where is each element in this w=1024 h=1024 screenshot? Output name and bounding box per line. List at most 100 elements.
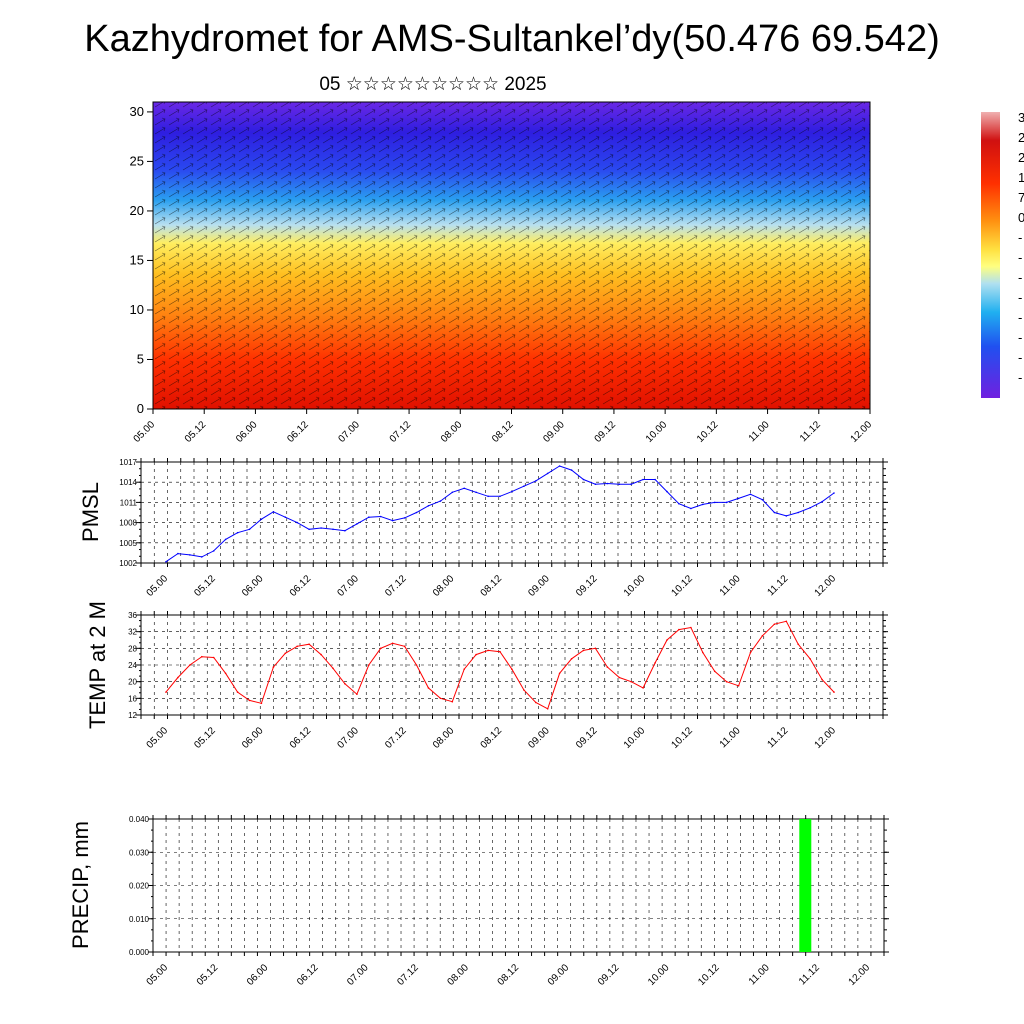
data-point	[773, 511, 776, 514]
x-tick-label: 08.00	[446, 962, 472, 988]
data-point	[189, 664, 191, 666]
data-point	[713, 501, 716, 504]
data-point	[368, 516, 370, 518]
colorbar-label: -	[1018, 230, 1022, 245]
colorbar-label: -	[1018, 370, 1022, 385]
data-point	[308, 643, 310, 645]
x-tick-label: 09.12	[574, 725, 600, 751]
data-point	[582, 649, 585, 652]
data-point	[725, 501, 728, 504]
x-tick-label: 06.00	[240, 725, 266, 751]
data-point	[403, 517, 406, 519]
x-tick-label: 07.00	[337, 419, 363, 445]
data-point	[666, 490, 668, 493]
x-tick-label: 07.00	[336, 573, 362, 599]
colorbar-label: -	[1018, 250, 1022, 265]
y-tick-label: 28	[128, 644, 137, 653]
x-tick-label: 06.12	[295, 962, 321, 988]
y-tick-label: 1005	[119, 539, 137, 548]
data-point	[379, 515, 382, 518]
x-tick-label: 06.00	[245, 962, 271, 988]
x-tick-label: 09.00	[546, 962, 572, 988]
data-point	[523, 689, 525, 691]
data-point	[511, 668, 513, 670]
x-tick-label: 12.00	[849, 419, 875, 445]
data-point	[523, 485, 525, 488]
data-point	[212, 656, 215, 659]
y-tick-label: 1017	[119, 458, 137, 467]
x-tick-label: 11.00	[718, 725, 743, 750]
data-point	[487, 649, 489, 652]
data-point	[475, 491, 477, 494]
data-point	[201, 556, 203, 558]
data-point	[248, 528, 251, 531]
x-tick-label: 08.12	[496, 962, 522, 988]
data-point	[606, 482, 609, 485]
x-tick-label: 06.12	[288, 725, 314, 751]
x-tick-label: 12.00	[813, 725, 839, 751]
x-tick-label: 07.12	[383, 725, 409, 751]
data-point	[332, 667, 334, 670]
data-point	[296, 521, 299, 524]
x-tick-label: 10.12	[670, 725, 696, 751]
x-tick-label: 08.00	[431, 725, 457, 751]
x-tick-label: 07.00	[336, 725, 362, 751]
data-point	[678, 628, 680, 631]
data-point	[702, 503, 704, 506]
data-point	[833, 691, 835, 693]
temp-panel: 36 32 28 24 20 16 12 05.00 05.12 06.00 06.12 07.00 0…	[85, 601, 888, 751]
data-point	[785, 620, 788, 623]
x-tick-label: 06.00	[240, 573, 266, 599]
x-tick-label: 11.00	[718, 573, 743, 598]
data-point	[749, 651, 752, 654]
x-tick-label: 08.00	[431, 573, 457, 599]
data-point	[582, 478, 585, 481]
data-point	[725, 680, 728, 683]
y-tick-label: 12	[128, 711, 137, 720]
x-tick-label: 09.00	[526, 725, 552, 751]
data-point	[570, 658, 573, 660]
data-point	[642, 687, 644, 689]
x-tick-label: 09.12	[596, 962, 622, 988]
data-point	[439, 697, 442, 700]
x-tick-label: 05.12	[195, 962, 221, 988]
y-tick-label: 10	[130, 302, 144, 317]
data-point	[379, 647, 382, 650]
x-tick-label: 12.00	[813, 573, 839, 599]
data-point	[785, 515, 788, 517]
x-tick-label: 05.00	[132, 419, 158, 445]
data-point	[606, 666, 609, 668]
data-point	[332, 528, 334, 531]
data-point	[439, 500, 442, 502]
colorbar-label: -	[1018, 330, 1022, 345]
data-point	[391, 642, 394, 645]
x-tick-label: 05.00	[145, 725, 171, 751]
x-tick-label: 05.12	[192, 725, 218, 751]
x-tick-label: 11.12	[765, 725, 790, 750]
data-point	[320, 653, 322, 656]
data-point	[821, 500, 823, 503]
data-point	[487, 495, 489, 498]
data-point	[618, 483, 621, 486]
x-tick-label: 11.12	[797, 962, 822, 987]
y-tick-label: 5	[137, 351, 144, 366]
x-tick-label: 06.12	[285, 419, 311, 445]
data-point	[212, 550, 215, 552]
data-point	[809, 507, 811, 509]
data-point	[177, 552, 179, 555]
x-tick-label: 09.12	[593, 419, 619, 445]
x-tick-label: 07.12	[388, 419, 414, 445]
data-point	[356, 693, 358, 695]
data-point	[463, 487, 466, 490]
x-tick-label: 07.00	[345, 962, 371, 988]
wind-barbs	[153, 102, 870, 409]
data-point	[690, 626, 692, 629]
data-point	[654, 478, 656, 481]
x-tick-label: 09.00	[526, 573, 552, 599]
x-tick-label: 10.12	[696, 962, 722, 988]
x-tick-label: 10.00	[622, 573, 648, 599]
x-tick-label: 06.00	[234, 419, 260, 445]
data-point	[236, 691, 239, 693]
data-point	[272, 511, 275, 513]
